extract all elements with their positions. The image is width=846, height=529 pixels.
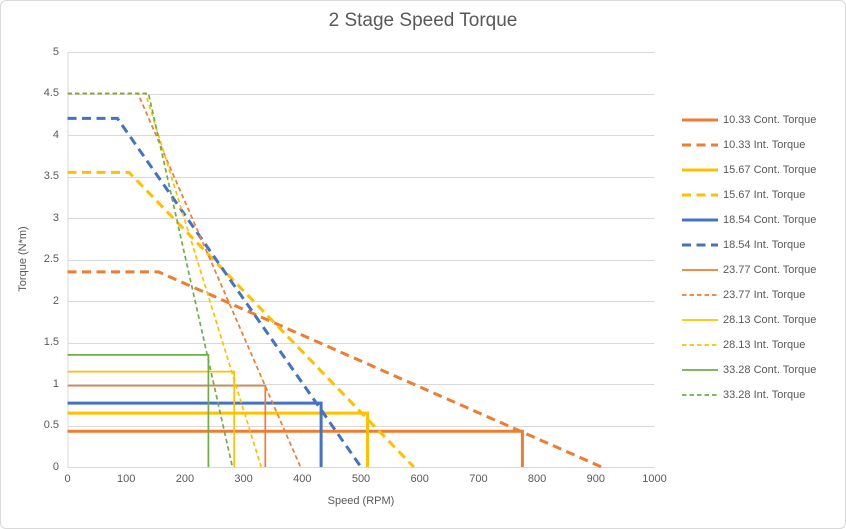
x-tick-label: 0: [64, 473, 71, 485]
legend-label: 33.28 Int. Torque: [723, 388, 806, 401]
legend-line-swatch: [682, 118, 718, 121]
legend-line-swatch: [682, 293, 718, 296]
legend-item: 10.33 Cont. Torque: [682, 107, 816, 132]
y-tick-label: 1: [52, 377, 59, 390]
x-tick-label: 1000: [642, 473, 667, 485]
legend-line-swatch: [682, 393, 718, 396]
legend-label: 23.77 Int. Torque: [723, 288, 806, 301]
legend-item: 33.28 Cont. Torque: [682, 357, 816, 382]
y-tick-label: 0: [52, 460, 59, 473]
legend-label: 15.67 Int. Torque: [723, 188, 806, 201]
legend-line-swatch: [682, 368, 718, 371]
legend-label: 10.33 Cont. Torque: [723, 113, 817, 126]
y-tick-label: 5: [52, 45, 59, 58]
legend-item: 28.13 Int. Torque: [682, 332, 816, 357]
y-tick-label: 3: [52, 211, 59, 224]
legend-item: 18.54 Cont. Torque: [682, 207, 816, 232]
legend-label: 28.13 Int. Torque: [723, 338, 806, 351]
legend-label: 33.28 Cont. Torque: [723, 363, 817, 376]
y-tick-label: 1.5: [43, 336, 59, 348]
y-tick-label: 2: [52, 294, 59, 307]
x-tick-label: 800: [527, 473, 547, 485]
legend-label: 18.54 Int. Torque: [723, 238, 806, 251]
series-18-54-int-torque: [67, 116, 363, 468]
x-axis-title: Speed (RPM): [327, 495, 395, 507]
legend-item: 33.28 Int. Torque: [682, 382, 816, 407]
series-15-67-int-torque: [67, 170, 415, 469]
legend-item: 10.33 Int. Torque: [682, 132, 816, 157]
legend-item: 28.13 Cont. Torque: [682, 307, 816, 332]
series-28-13-cont-torque: [67, 370, 236, 467]
y-tick-label: 4.5: [43, 87, 59, 99]
legend-line-swatch: [682, 343, 718, 346]
legend-line-swatch: [682, 243, 718, 246]
legend-line-swatch: [682, 218, 718, 221]
legend-label: 10.33 Int. Torque: [723, 138, 806, 151]
legend-item: 23.77 Cont. Torque: [682, 257, 816, 282]
x-tick-label: 900: [586, 473, 605, 485]
legend-line-swatch: [682, 168, 718, 171]
legend-item: 15.67 Int. Torque: [682, 182, 816, 207]
legend-label: 23.77 Cont. Torque: [723, 263, 817, 276]
y-tick-label: 2.5: [43, 253, 59, 265]
x-tick-label: 600: [410, 473, 429, 485]
x-tick-label: 400: [293, 473, 312, 485]
legend: 10.33 Cont. Torque 10.33 Int. Torque 15.67…: [682, 107, 816, 407]
legend-label: 18.54 Cont. Torque: [723, 213, 817, 226]
series-18-54-cont-torque: [67, 401, 323, 467]
x-tick-label: 100: [117, 473, 136, 485]
x-tick-label: 200: [175, 473, 195, 485]
series-33-28-int-torque: [67, 92, 234, 468]
series-15-67-cont-torque: [67, 411, 369, 467]
legend-item: 23.77 Int. Torque: [682, 282, 816, 307]
y-tick-label: 3.5: [43, 170, 59, 182]
y-tick-label: 4: [52, 128, 59, 141]
series-10-33-cont-torque: [67, 429, 524, 467]
x-tick-label: 500: [351, 473, 371, 485]
x-tick-label: 300: [234, 473, 253, 485]
legend-item: 15.67 Cont. Torque: [682, 157, 816, 182]
legend-item: 18.54 Int. Torque: [682, 232, 816, 257]
chart-title: 2 Stage Speed Torque: [328, 10, 518, 31]
legend-label: 15.67 Cont. Torque: [723, 163, 817, 176]
legend-line-swatch: [682, 143, 718, 146]
series-10-33-int-torque: [67, 270, 603, 469]
series-33-28-cont-torque: [67, 354, 210, 467]
y-tick-label: 0.5: [43, 419, 59, 431]
legend-line-swatch: [682, 193, 718, 196]
legend-line-swatch: [682, 318, 718, 321]
legend-line-swatch: [682, 268, 718, 271]
y-axis-title: Torque (N*m): [17, 226, 29, 292]
legend-label: 28.13 Cont. Torque: [723, 313, 817, 326]
x-tick-label: 700: [469, 473, 488, 485]
series-23-77-cont-torque: [67, 384, 267, 467]
